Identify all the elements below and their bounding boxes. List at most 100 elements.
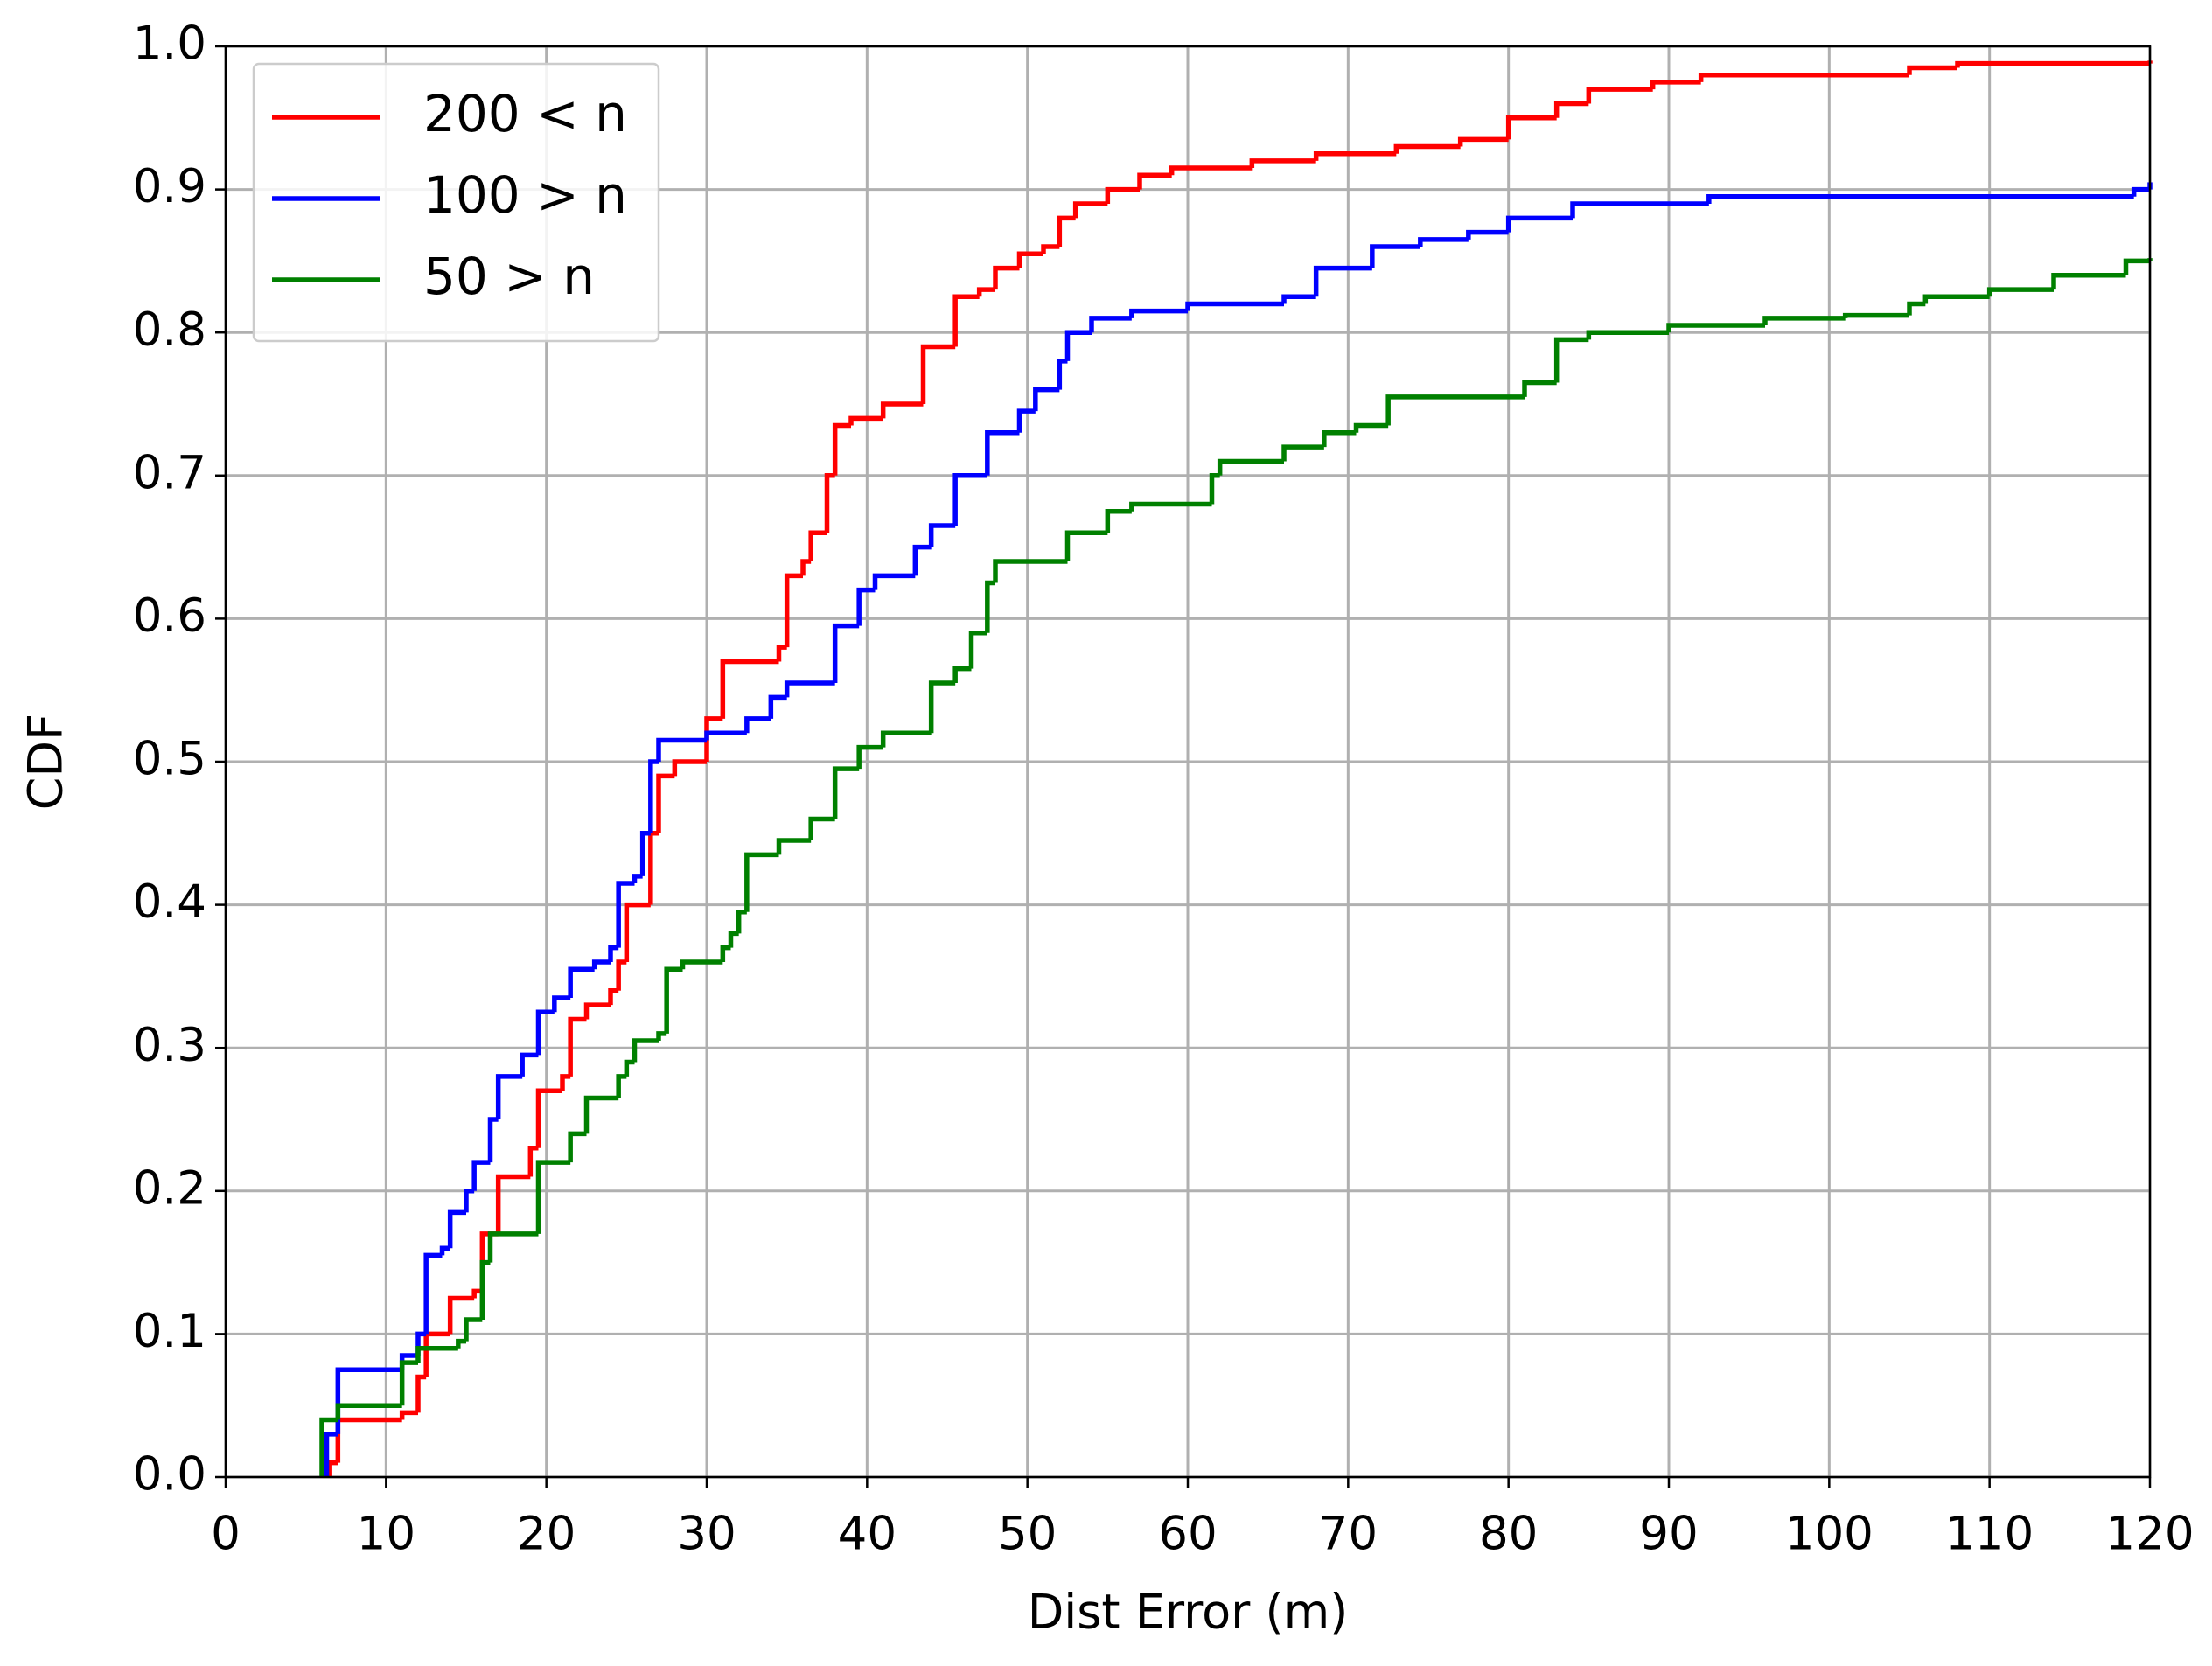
step-segment bbox=[487, 1231, 539, 1263]
step-segment bbox=[1986, 287, 2054, 297]
step-segment bbox=[1353, 422, 1389, 433]
step-segment bbox=[495, 1174, 531, 1234]
step-segment bbox=[439, 1245, 450, 1256]
step-segment bbox=[1209, 473, 1220, 505]
y-tick-label: 0.7 bbox=[133, 446, 206, 499]
step-segment bbox=[1033, 387, 1060, 412]
step-segment bbox=[447, 1209, 466, 1249]
x-tick-label: 110 bbox=[1945, 1508, 2034, 1561]
step-segment bbox=[1505, 115, 1557, 140]
step-segment bbox=[656, 1031, 667, 1042]
legend: 200 < n 100 > n 50 > n bbox=[252, 62, 660, 343]
x-tick-label: 100 bbox=[1785, 1508, 1874, 1561]
step-segment bbox=[624, 1059, 635, 1077]
step-segment bbox=[952, 473, 987, 526]
step-segment bbox=[656, 737, 707, 762]
legend-frame bbox=[252, 62, 660, 343]
step-segment bbox=[1137, 172, 1172, 190]
x-tick-label: 80 bbox=[1479, 1508, 1538, 1561]
x-tick-label: 90 bbox=[1639, 1508, 1698, 1561]
step-segment bbox=[784, 680, 835, 698]
step-segment bbox=[520, 1052, 539, 1077]
step-segment bbox=[680, 959, 723, 970]
step-segment bbox=[608, 988, 619, 1006]
step-segment bbox=[639, 831, 651, 876]
step-segment bbox=[1922, 294, 1990, 304]
step-segment bbox=[993, 265, 1020, 290]
step-segment bbox=[656, 773, 675, 833]
step-segment bbox=[616, 881, 635, 948]
y-tick-label: 0.5 bbox=[133, 733, 206, 786]
y-tick-label: 0.0 bbox=[133, 1448, 206, 1502]
step-segment bbox=[495, 1074, 523, 1119]
step-segment bbox=[552, 995, 571, 1013]
step-segment bbox=[1586, 330, 1669, 340]
step-segment bbox=[1089, 316, 1132, 333]
y-tick-label: 1.0 bbox=[133, 17, 206, 71]
step-segment bbox=[872, 573, 916, 590]
y-tick-label: 0.8 bbox=[133, 303, 206, 357]
step-segment bbox=[704, 716, 723, 762]
step-segment bbox=[624, 902, 651, 963]
step-segment bbox=[591, 959, 611, 970]
step-segment bbox=[2051, 273, 2126, 290]
step-segment bbox=[583, 1095, 619, 1134]
step-segment bbox=[968, 631, 987, 669]
step-segment bbox=[1586, 87, 1653, 104]
legend-label: 200 < n bbox=[423, 84, 627, 143]
step-segment bbox=[880, 730, 932, 748]
step-segment bbox=[1064, 330, 1092, 361]
step-segment bbox=[808, 816, 835, 840]
step-segment bbox=[632, 1038, 659, 1063]
step-segment bbox=[952, 666, 972, 684]
series-line bbox=[327, 60, 2153, 1477]
step-segment bbox=[832, 766, 860, 819]
step-segment bbox=[1650, 80, 1701, 90]
step-segment bbox=[632, 874, 643, 884]
step-segment bbox=[487, 1117, 499, 1163]
step-segment bbox=[1129, 501, 1212, 512]
step-segment bbox=[1457, 136, 1509, 147]
step-segment bbox=[720, 659, 779, 719]
step-segment bbox=[1505, 215, 1573, 233]
step-segment bbox=[464, 1317, 483, 1342]
step-segment bbox=[1553, 337, 1589, 383]
step-segment bbox=[664, 966, 683, 1034]
x-tick-label: 70 bbox=[1319, 1508, 1378, 1561]
series-line bbox=[324, 182, 2153, 1477]
step-segment bbox=[1698, 72, 1909, 82]
step-segment bbox=[2123, 258, 2150, 275]
y-tick-label: 0.4 bbox=[133, 875, 206, 929]
step-segment bbox=[856, 744, 883, 770]
x-tick-label: 60 bbox=[1158, 1508, 1217, 1561]
step-segment bbox=[768, 694, 787, 719]
step-segment bbox=[1016, 408, 1036, 433]
step-segment bbox=[952, 294, 980, 347]
axes: 0 10 20 30 40 50 60 70 80 90 100 110 120 0.0 0.1 0.2 0.3… bbox=[133, 17, 2195, 1561]
step-segment bbox=[464, 1189, 475, 1213]
step-segment bbox=[744, 852, 779, 912]
step-segment bbox=[856, 587, 876, 626]
x-tick-label: 20 bbox=[517, 1508, 576, 1561]
step-segment bbox=[399, 1360, 418, 1406]
step-segment bbox=[1322, 429, 1357, 448]
step-segment bbox=[736, 910, 747, 934]
y-tick-label: 0.2 bbox=[133, 1161, 206, 1215]
step-segment bbox=[1041, 244, 1060, 254]
step-segment bbox=[1313, 265, 1372, 297]
step-segment bbox=[784, 573, 803, 648]
step-segment bbox=[832, 422, 851, 476]
step-segment bbox=[1522, 380, 1557, 397]
step-segment bbox=[912, 544, 932, 576]
step-segment bbox=[1281, 444, 1324, 462]
step-segment bbox=[928, 680, 956, 734]
step-segment bbox=[1570, 201, 1709, 219]
y-tick-label: 0.1 bbox=[133, 1305, 206, 1358]
step-segment bbox=[808, 530, 827, 561]
step-segment bbox=[880, 401, 924, 419]
step-segment bbox=[568, 966, 595, 998]
step-segment bbox=[608, 945, 619, 963]
step-segment bbox=[1907, 65, 1957, 75]
step-segment bbox=[1466, 229, 1509, 240]
